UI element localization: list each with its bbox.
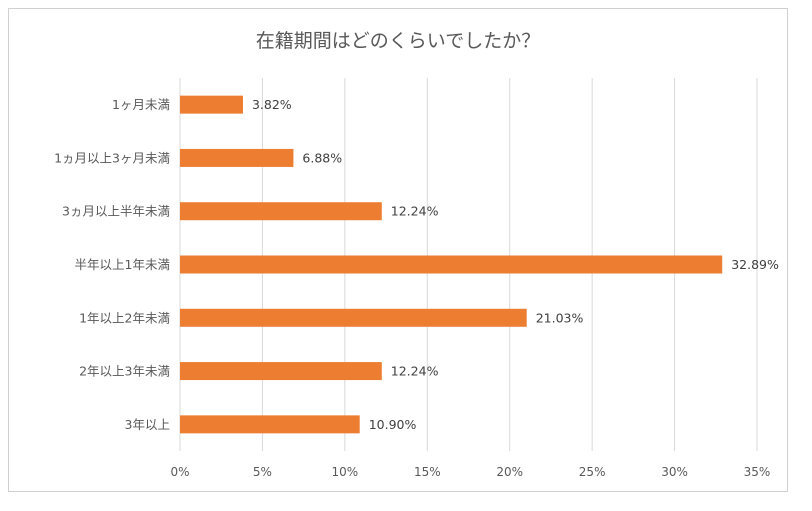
chart-frame [8, 8, 788, 492]
bar [180, 148, 294, 167]
x-tick-label: 10% [332, 465, 359, 479]
x-tick-label: 15% [414, 465, 441, 479]
bar [180, 308, 527, 327]
data-label: 12.24% [391, 204, 439, 219]
bar [180, 255, 723, 274]
data-label: 12.24% [391, 364, 439, 379]
data-label: 6.88% [302, 150, 342, 165]
category-label: 半年以上1年未満 [75, 257, 170, 272]
x-tick-label: 25% [579, 465, 606, 479]
category-label: 1年以上2年未満 [79, 310, 170, 325]
category-label: 2年以上3年未満 [79, 364, 170, 379]
category-label: 3ヵ月以上半年未満 [62, 204, 170, 219]
data-label: 32.89% [731, 257, 779, 272]
bar [180, 415, 360, 434]
category-label: 1ヵ月以上3ヶ月未満 [54, 150, 170, 165]
bar [180, 362, 382, 381]
bar [180, 202, 382, 221]
category-label: 3年以上 [125, 417, 170, 432]
x-tick-label: 20% [496, 465, 523, 479]
category-label: 1ヶ月未満 [112, 97, 170, 112]
x-tick-label: 5% [253, 465, 272, 479]
data-label: 21.03% [536, 310, 584, 325]
x-tick-label: 0% [170, 465, 189, 479]
chart-title: 在籍期間はどのくらいでしたか？ [256, 30, 540, 52]
x-tick-label: 35% [744, 465, 771, 479]
data-label: 10.90% [369, 417, 417, 432]
x-tick-label: 30% [661, 465, 688, 479]
bar [180, 95, 243, 114]
data-label: 3.82% [252, 97, 292, 112]
